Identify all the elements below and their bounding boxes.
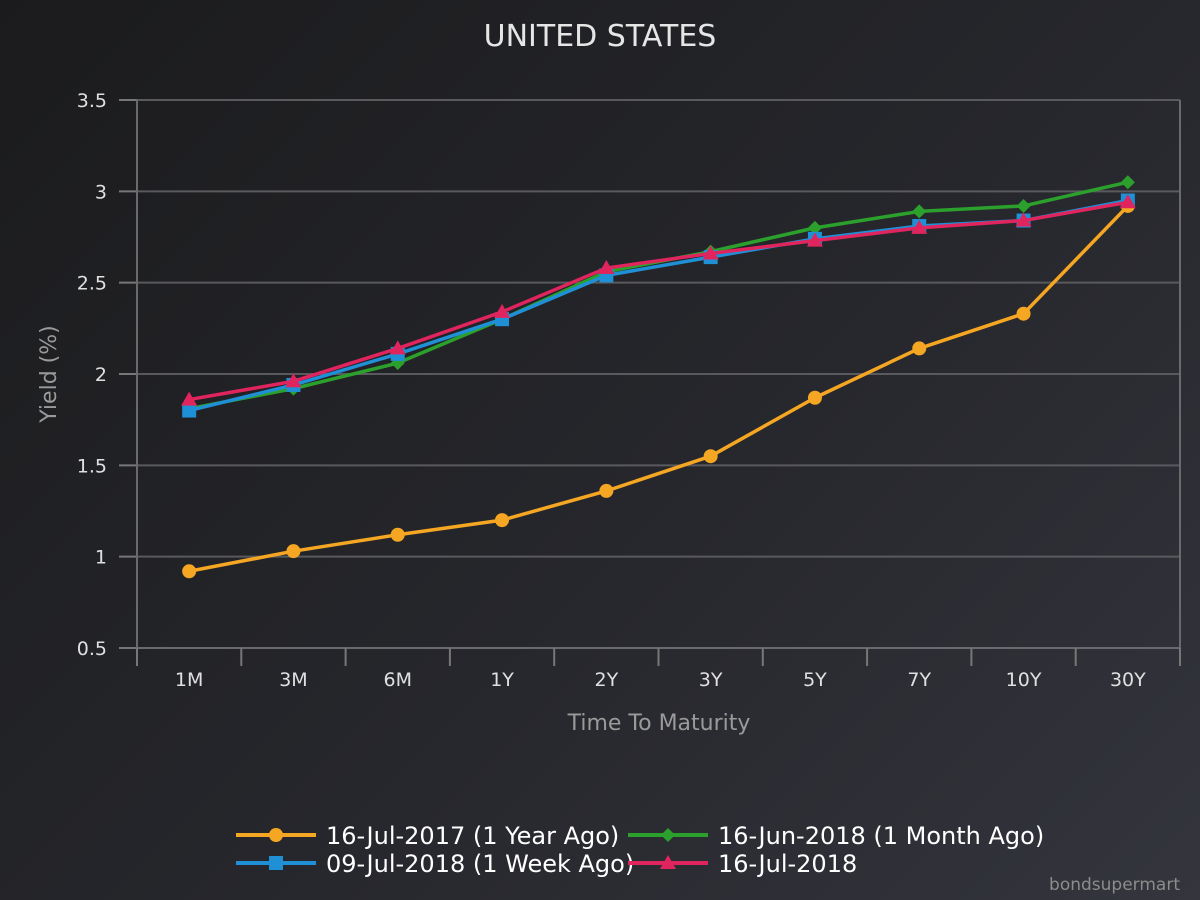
x-tick-label: 1Y [490, 669, 514, 691]
data-point [495, 513, 510, 528]
data-point [494, 303, 511, 318]
legend-marker [661, 828, 675, 842]
data-point [1120, 175, 1135, 190]
y-tick-label: 2.5 [77, 273, 107, 295]
y-tick-label: 0.5 [77, 638, 107, 660]
x-tick-label: 5Y [803, 669, 827, 691]
legend-marker [269, 828, 283, 842]
x-tick-label: 3M [279, 669, 307, 691]
data-point [807, 220, 822, 235]
legend-label: 16-Jul-2018 [718, 850, 857, 878]
credit-label: bondsupermart [1049, 875, 1180, 895]
legend-item-3[interactable]: 16-Jul-2018 [628, 850, 857, 878]
series-line[interactable] [188, 204, 1130, 573]
series-layer [181, 175, 1136, 579]
data-point [1119, 194, 1136, 209]
data-point [598, 260, 615, 275]
y-axis-label: Yield (%) [37, 325, 62, 423]
data-point [912, 204, 927, 219]
series-1[interactable] [182, 175, 1135, 416]
data-point [1015, 212, 1032, 227]
data-point [389, 340, 406, 355]
y-tick-labels: 0.5 1 1.5 2 2.5 3 3.5 [77, 90, 107, 660]
x-tick-label: 30Y [1110, 669, 1146, 691]
legend-item-1[interactable]: 16-Jun-2018 (1 Month Ago) [628, 822, 1044, 850]
data-point [806, 232, 823, 247]
series-2[interactable] [182, 193, 1135, 418]
data-point [286, 544, 301, 559]
x-tick-label: 1M [175, 669, 203, 691]
x-tick-label: 3Y [699, 669, 723, 691]
data-point [911, 219, 928, 234]
y-tick-label: 3.5 [77, 90, 107, 112]
legend-label: 09-Jul-2018 (1 Week Ago) [326, 850, 634, 878]
series-0[interactable] [182, 198, 1135, 579]
legend-marker [269, 856, 283, 870]
x-axis-label: Time To Maturity [567, 711, 751, 736]
data-point [702, 245, 719, 260]
legend-label: 16-Jul-2017 (1 Year Ago) [326, 822, 619, 850]
data-point [182, 564, 197, 579]
data-point [181, 391, 198, 406]
legend-label: 16-Jun-2018 (1 Month Ago) [718, 822, 1044, 850]
x-tick-labels: 1M 3M 6M 1Y 2Y 3Y 5Y 7Y 10Y 30Y [175, 669, 1146, 691]
series-3[interactable] [181, 194, 1136, 406]
data-point [182, 403, 197, 418]
x-tick-label: 7Y [907, 669, 931, 691]
legend-item-0[interactable]: 16-Jul-2017 (1 Year Ago) [236, 822, 619, 850]
y-tick-label: 1 [95, 547, 107, 569]
chart-title: UNITED STATES [484, 19, 717, 54]
data-point [285, 373, 302, 388]
x-tick-label: 10Y [1006, 669, 1042, 691]
x-tick-label: 2Y [594, 669, 618, 691]
legend-marker [660, 855, 676, 869]
data-point [1016, 198, 1031, 213]
y-tick-label: 3 [95, 181, 107, 203]
data-point [1016, 306, 1031, 321]
legend[interactable]: 16-Jul-2017 (1 Year Ago) 16-Jun-2018 (1 M… [236, 822, 1044, 878]
x-tick-label: 6M [384, 669, 412, 691]
y-tick-label: 1.5 [77, 455, 107, 477]
data-point [390, 527, 405, 542]
data-point [599, 483, 614, 498]
data-point [912, 341, 927, 356]
legend-item-2[interactable]: 09-Jul-2018 (1 Week Ago) [236, 850, 634, 878]
data-point [703, 449, 718, 464]
axes [119, 99, 1181, 666]
series-line[interactable] [188, 200, 1129, 402]
y-tick-label: 2 [95, 364, 107, 386]
data-point [807, 390, 822, 405]
